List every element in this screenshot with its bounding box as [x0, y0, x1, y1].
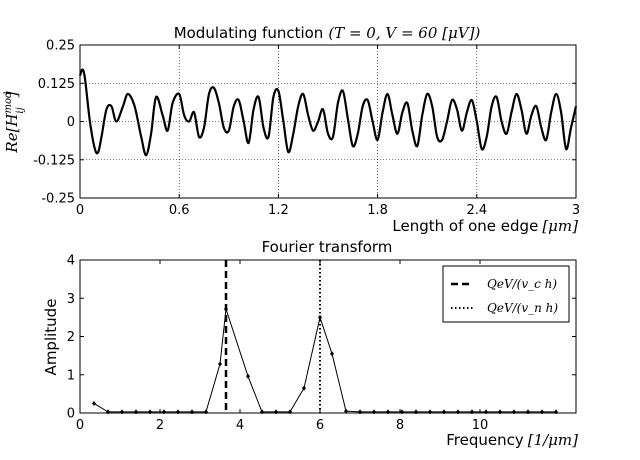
data-point: [260, 409, 264, 415]
data-point: [120, 409, 124, 415]
y-tick-label: 0: [67, 407, 75, 422]
x-tick-label: 3: [572, 203, 580, 218]
data-point: [204, 409, 208, 415]
x-tick-label: 0.6: [169, 203, 190, 218]
data-point: [344, 408, 348, 414]
x-tick-label: 0: [76, 418, 84, 433]
x-tick-label: 2: [156, 418, 164, 433]
data-point: [442, 409, 446, 415]
data-point: [554, 409, 558, 415]
x-tick-label: 8: [396, 418, 404, 433]
data-point: [372, 409, 376, 415]
top-x-tick-labels: 0 0.6 1.2 1.8 2.4 3: [76, 203, 580, 218]
data-point: [386, 409, 390, 415]
top-x-axis-title: Length of one edge [μm]: [392, 217, 578, 235]
y-tick-label: -0.25: [41, 192, 75, 207]
data-point: [526, 409, 530, 415]
data-point: [224, 306, 228, 312]
data-point: [134, 409, 138, 415]
y-tick-label: 0: [67, 115, 75, 130]
x-tick-label: 6: [316, 418, 324, 433]
x-tick-label: 1.8: [367, 203, 388, 218]
bottom-x-axis-title: Frequency [1/μm]: [446, 431, 578, 449]
data-point: [162, 409, 166, 415]
top-plot-frame: [79, 44, 577, 199]
y-tick-label: 3: [67, 292, 75, 307]
y-tick-label: 4: [67, 254, 75, 269]
legend-entry-c: QeV/(v_c h): [487, 277, 557, 291]
legend-box: [442, 265, 570, 323]
bottom-y-axis-title: Amplitude: [42, 299, 60, 376]
y-tick-label: 0.25: [46, 39, 75, 54]
bottom-y-tick-labels: 0 1 2 3 4: [67, 254, 75, 422]
legend: QeV/(v_c h) QeV/(v_n h): [442, 265, 570, 323]
data-point: [106, 409, 110, 415]
y-tick-label: -0.125: [33, 153, 75, 168]
fourier-amplitude-line: [93, 308, 556, 413]
legend-entry-n: QeV/(v_n h): [487, 301, 558, 315]
bottom-chart-title: Fourier transform: [262, 238, 393, 256]
data-point: [330, 351, 334, 357]
data-point: [512, 409, 516, 415]
data-point: [318, 314, 322, 320]
x-tick-label: 10: [472, 418, 489, 433]
top-chart-title: Modulating function (T = 0, V = 60 [μV]): [174, 24, 481, 42]
bottom-plot-frame: [79, 259, 577, 414]
data-point: [484, 409, 488, 415]
y-tick-label: 2: [67, 330, 75, 345]
data-point: [176, 409, 180, 415]
data-point: [218, 361, 222, 367]
x-tick-label: 4: [236, 418, 244, 433]
data-point: [358, 409, 362, 415]
data-point: [498, 409, 502, 415]
data-point: [414, 409, 418, 415]
x-tick-label: 2.4: [466, 203, 487, 218]
data-point: [92, 400, 96, 406]
data-point: [148, 409, 152, 415]
top-y-tick-labels: -0.25 -0.125 0 0.125 0.25: [33, 39, 75, 207]
data-point: [246, 373, 250, 379]
bottom-panel: Fourier transform 0 2 4 6 8 10 0 1 2 3 4 Frequenc…: [42, 238, 578, 449]
top-y-axis-title: Re[Hmodij]: [3, 91, 26, 153]
data-point: [274, 409, 278, 415]
top-panel: Modulating function (T = 0, V = 60 [μV]) …: [3, 24, 580, 235]
data-point: [470, 409, 474, 415]
data-point: [400, 409, 404, 415]
y-tick-label: 1: [67, 368, 75, 383]
data-point: [456, 409, 460, 415]
fourier-points: [92, 306, 558, 415]
x-tick-label: 0: [76, 203, 84, 218]
x-tick-label: 1.2: [268, 203, 289, 218]
data-point: [540, 409, 544, 415]
data-point: [428, 409, 432, 415]
data-point: [302, 385, 306, 391]
y-tick-label: 0.125: [38, 77, 75, 92]
data-point: [190, 409, 194, 415]
bottom-x-tick-labels: 0 2 4 6 8 10: [76, 418, 488, 433]
modulating-function-line: [78, 68, 578, 157]
